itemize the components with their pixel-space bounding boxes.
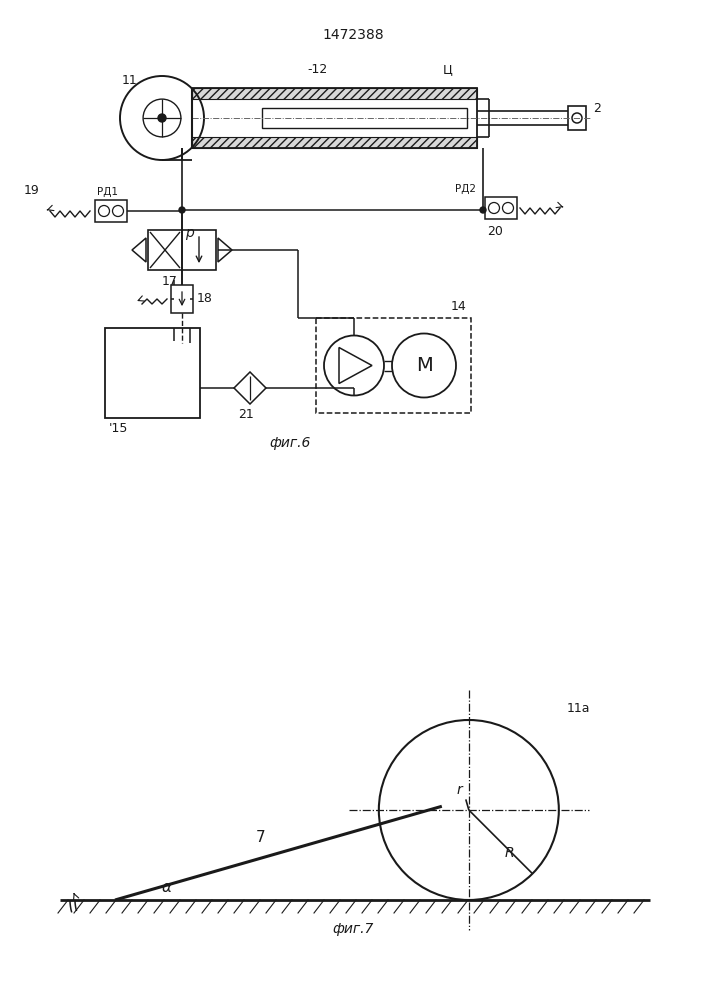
Bar bbox=[192, 88, 477, 99]
Bar bbox=[148, 230, 182, 270]
Text: 1472388: 1472388 bbox=[322, 28, 384, 42]
Text: р: р bbox=[185, 226, 194, 240]
Text: 17: 17 bbox=[162, 275, 178, 288]
Text: α: α bbox=[162, 880, 172, 896]
Text: 14: 14 bbox=[450, 300, 466, 313]
Text: 7: 7 bbox=[256, 830, 265, 845]
Text: 18: 18 bbox=[197, 292, 213, 306]
Bar bbox=[262, 108, 467, 128]
Bar bbox=[192, 137, 477, 148]
Text: '15: '15 bbox=[109, 422, 129, 435]
Circle shape bbox=[392, 334, 456, 397]
Text: 21: 21 bbox=[238, 408, 254, 421]
Text: 20: 20 bbox=[487, 225, 503, 238]
Text: 19: 19 bbox=[24, 184, 40, 197]
Text: фиг.7: фиг.7 bbox=[332, 922, 374, 936]
Bar bbox=[316, 318, 471, 413]
Text: 11: 11 bbox=[122, 74, 138, 87]
Text: -12: -12 bbox=[308, 63, 328, 76]
Circle shape bbox=[179, 207, 185, 213]
Bar bbox=[568, 106, 586, 130]
Bar bbox=[171, 285, 193, 313]
Text: r: r bbox=[457, 783, 462, 797]
Bar bbox=[485, 197, 517, 219]
Circle shape bbox=[480, 207, 486, 213]
Text: М: М bbox=[416, 356, 433, 375]
Circle shape bbox=[158, 114, 166, 122]
Text: РД2: РД2 bbox=[455, 184, 476, 194]
Bar bbox=[192, 88, 477, 148]
Bar bbox=[95, 200, 127, 222]
Text: 11а: 11а bbox=[567, 702, 590, 715]
Text: R: R bbox=[505, 846, 514, 860]
Bar bbox=[105, 328, 200, 418]
Text: РД1: РД1 bbox=[97, 187, 118, 197]
Text: 2: 2 bbox=[593, 102, 601, 115]
Text: Ц: Ц bbox=[443, 63, 453, 76]
Text: фиг.6: фиг.6 bbox=[269, 436, 310, 450]
Bar bbox=[182, 230, 216, 270]
Circle shape bbox=[324, 336, 384, 395]
